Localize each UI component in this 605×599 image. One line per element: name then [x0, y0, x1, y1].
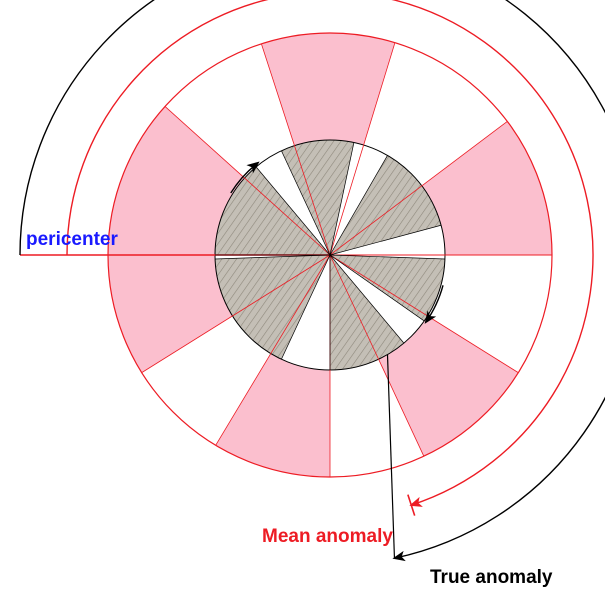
- true-anomaly-label: True anomaly: [430, 568, 553, 587]
- mean-anomaly-label: Mean anomaly: [262, 527, 393, 546]
- mean-anomaly-tick: [408, 495, 415, 516]
- pericenter-label: pericenter: [26, 230, 118, 249]
